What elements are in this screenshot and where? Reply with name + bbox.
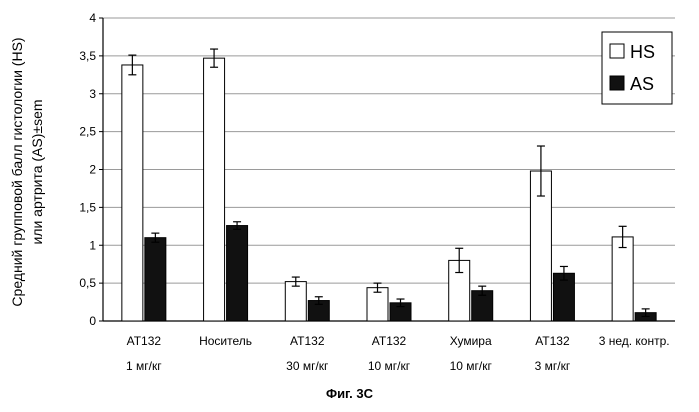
legend-swatch-as xyxy=(610,76,624,90)
bar-hs xyxy=(204,58,225,321)
x-category-label: Хумира xyxy=(450,334,492,348)
bar-as xyxy=(145,238,166,321)
y-tick-label: 1,5 xyxy=(79,200,96,214)
legend-label-hs: HS xyxy=(630,42,655,62)
y-tick-label: 2,5 xyxy=(79,125,96,139)
figure-caption: Фиг. 3C xyxy=(0,386,699,401)
x-category-label: AT132 xyxy=(372,334,407,348)
y-axis-label: Средний групповой балл гистологии (HS) xyxy=(9,37,25,306)
y-tick-label: 4 xyxy=(89,11,96,25)
bar-as xyxy=(227,226,248,321)
x-category-sublabel: 10 мг/кг xyxy=(450,359,493,373)
bar-hs xyxy=(122,65,143,321)
x-category-label: AT132 xyxy=(127,334,162,348)
x-category-label: 3 нед. контр. xyxy=(599,334,670,348)
legend-label-as: AS xyxy=(630,74,654,94)
y-tick-label: 2 xyxy=(89,163,96,177)
x-category-label: Носитель xyxy=(199,334,252,348)
legend-swatch-hs xyxy=(610,44,624,58)
x-category-sublabel: 1 мг/кг xyxy=(126,359,162,373)
bar-chart: 0 0,5 1 1,5 2 2,5 3 3,5 4 AT132 1 мг/кг Носитель AT1… xyxy=(0,0,699,412)
y-tick-label: 1 xyxy=(89,238,96,252)
bar-hs xyxy=(285,282,306,321)
y-tick-label: 0,5 xyxy=(79,276,96,290)
x-category-sublabel: 10 мг/кг xyxy=(368,359,411,373)
x-category-label: AT132 xyxy=(535,334,570,348)
x-category-sublabel: 30 мг/кг xyxy=(286,359,329,373)
x-category-label: AT132 xyxy=(290,334,325,348)
bar-hs xyxy=(612,237,633,321)
y-axis-label: или артрита (AS)±sem xyxy=(29,99,45,244)
x-category-sublabel: 3 мг/кг xyxy=(535,359,571,373)
y-tick-label: 0 xyxy=(89,314,96,328)
y-tick-label: 3 xyxy=(89,87,96,101)
y-tick-label: 3,5 xyxy=(79,49,96,63)
